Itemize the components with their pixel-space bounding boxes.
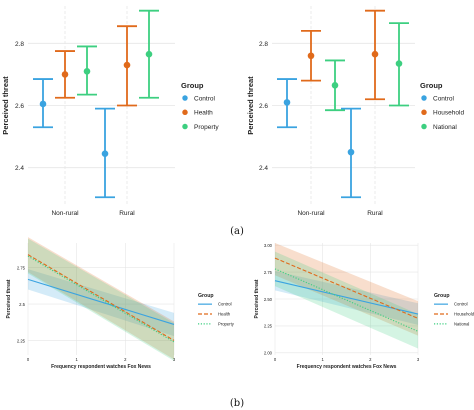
ci-ribbon-household: [275, 243, 418, 336]
point-estimate-control-non-rural: [39, 100, 47, 108]
x-tick-label: 1: [321, 357, 324, 362]
legend-swatch-health: [182, 109, 188, 116]
x-tick-label: Non-rural: [297, 210, 325, 217]
point-estimate-health-rural: [123, 61, 131, 69]
legend-title: Group: [198, 293, 214, 299]
ci-ribbon-health: [28, 237, 174, 360]
y-axis-title: Perceived threat: [6, 279, 12, 318]
fit-line-household: [274, 257, 419, 319]
panel-label-b: (b): [230, 398, 244, 409]
x-tick-label: 0: [274, 357, 277, 362]
legend-label-household: Household: [433, 110, 464, 117]
legend-label-national: National: [454, 321, 469, 326]
legend-label-control: Control: [454, 302, 468, 307]
y-tick-label: 2.4: [15, 165, 24, 172]
legend-swatch-control: [421, 95, 427, 101]
y-tick-label: 2.25: [264, 324, 273, 329]
legend-swatch-control: [182, 95, 188, 101]
y-axis-title: Perceived threat: [1, 76, 10, 135]
fit-line-control: [27, 278, 175, 325]
point-estimate-national-non-rural: [331, 81, 339, 89]
y-tick-label: 2.75: [264, 270, 273, 275]
legend-label-control: Control: [194, 95, 216, 102]
x-tick-label: 2: [124, 357, 127, 362]
point-estimate-household-rural: [371, 50, 379, 58]
y-tick-label: 2.5: [19, 302, 25, 307]
legend-label-national: National: [433, 124, 457, 131]
legend-label-health: Health: [218, 312, 231, 317]
panel-label-a: (a): [230, 226, 244, 237]
x-tick-label: Rural: [119, 210, 135, 217]
y-tick-label: 2.50: [264, 297, 273, 302]
legend-title: Group: [420, 81, 443, 90]
chart-b-right: 2.00 2.25 2.50 2.75 3.00 0 1 2 3 Frequency respon…: [254, 243, 474, 370]
legend-label-household: Household: [454, 312, 474, 317]
legend-label-control: Control: [433, 95, 455, 102]
ci-ribbon-property: [28, 238, 174, 361]
legend-swatch-household: [421, 109, 427, 116]
x-tick-label: 3: [417, 357, 420, 362]
y-axis-title: Perceived threat: [254, 279, 260, 318]
y-tick-label: 2.6: [259, 103, 268, 110]
fit-line-national: [274, 268, 419, 332]
legend-swatch-national: [421, 123, 427, 130]
point-estimate-control-non-rural: [283, 99, 291, 106]
legend-swatch-property: [182, 123, 188, 130]
legend-label-health: Health: [194, 110, 213, 117]
x-tick-label: 0: [27, 357, 30, 362]
point-estimate-control-rural: [101, 150, 109, 157]
legend-title: Group: [434, 293, 450, 299]
ci-ribbon-national: [275, 251, 418, 349]
chart-a-left: 2.4 2.6 2.8 Non-rural Rural Perceived threat G…: [1, 6, 219, 217]
legend-label-control: Control: [218, 302, 232, 307]
y-axis-title: Perceived threat: [246, 76, 255, 135]
y-tick-label: 2.00: [264, 351, 273, 356]
x-tick-label: Rural: [367, 210, 383, 217]
point-estimate-property-non-rural: [83, 67, 91, 75]
y-tick-label: 2.8: [259, 41, 268, 48]
y-tick-label: 2.4: [259, 165, 268, 172]
x-tick-label: 3: [173, 357, 176, 362]
legend-label-property: Property: [218, 321, 235, 326]
point-estimate-control-rural: [347, 148, 355, 156]
y-tick-label: 3.00: [264, 243, 273, 248]
legend-label-property: Property: [194, 124, 219, 131]
chart-a-right: 2.4 2.6 2.8 Non-rural Rural Perceived threat G…: [246, 6, 464, 217]
fit-line-health: [27, 254, 175, 341]
point-estimate-health-non-rural: [61, 71, 69, 78]
point-estimate-household-non-rural: [307, 52, 315, 60]
chart-b-left: 2.25 2.5 2.75 0 1 2 3 Frequency respondent watc…: [6, 237, 235, 370]
x-tick-label: 2: [369, 357, 372, 362]
y-tick-label: 2.6: [15, 103, 24, 110]
fit-line-property: [27, 255, 175, 343]
x-axis-title: Frequency respondent watches Fox News: [297, 364, 397, 370]
legend-title: Group: [181, 81, 204, 90]
y-tick-label: 2.75: [17, 266, 26, 271]
x-tick-label: 1: [75, 357, 78, 362]
point-estimate-national-rural: [395, 60, 403, 67]
point-estimate-property-rural: [145, 50, 153, 58]
y-tick-label: 2.25: [17, 338, 26, 343]
y-tick-label: 2.8: [15, 41, 24, 48]
x-tick-label: Non-rural: [51, 210, 79, 217]
x-axis-title: Frequency respondent watches Fox News: [51, 364, 151, 370]
